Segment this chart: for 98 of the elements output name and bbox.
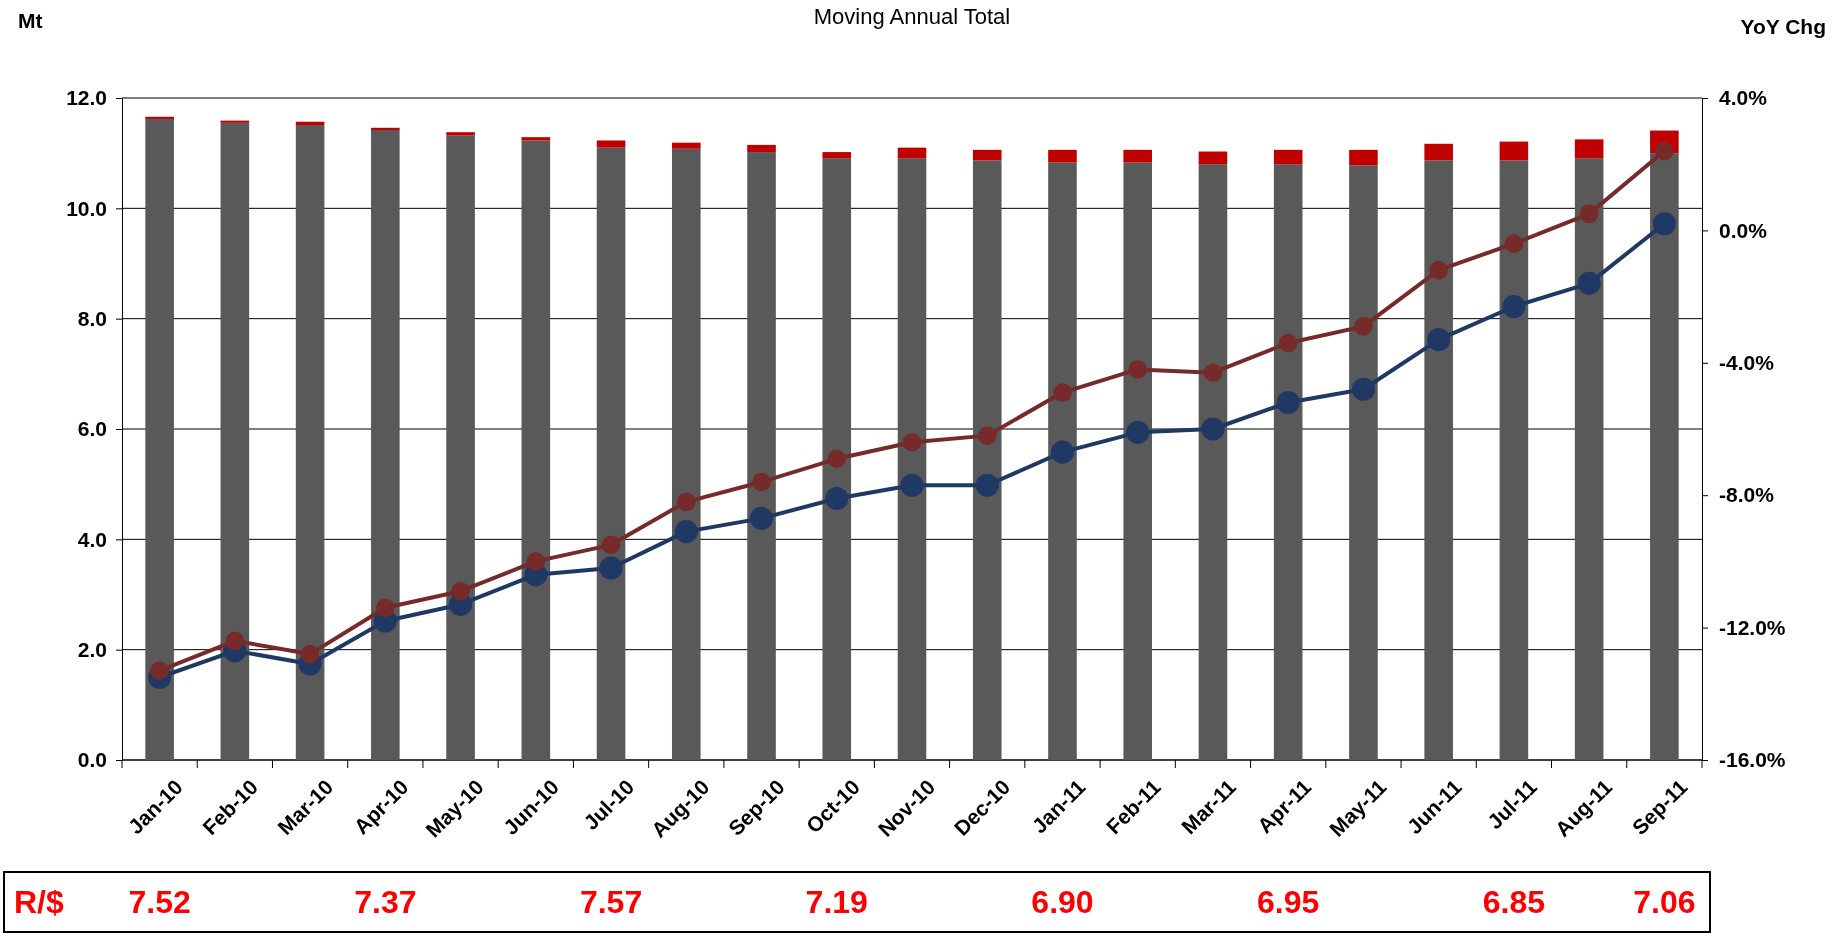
bar xyxy=(371,127,400,130)
bar xyxy=(1273,164,1303,760)
point xyxy=(1429,260,1448,280)
point xyxy=(1502,294,1526,319)
bar xyxy=(972,149,1002,161)
y-tick-label: 2.0 xyxy=(77,637,107,661)
y2-tick-label: 0.0% xyxy=(1719,218,1768,242)
y2-tick-label: -12.0% xyxy=(1719,615,1786,639)
point xyxy=(902,432,922,452)
bar xyxy=(1499,160,1529,760)
bar xyxy=(1650,153,1679,760)
bar xyxy=(1273,149,1303,165)
text: 6.95 xyxy=(1257,884,1320,921)
text: 7.06 xyxy=(1633,884,1696,921)
text: 7.37 xyxy=(354,884,417,921)
bar xyxy=(371,130,400,760)
point xyxy=(1427,328,1451,352)
point xyxy=(1577,271,1601,295)
point xyxy=(1050,440,1075,464)
point xyxy=(599,556,623,580)
bar xyxy=(1424,160,1453,760)
point xyxy=(1203,363,1223,382)
point xyxy=(1579,204,1599,224)
bar xyxy=(1574,158,1604,760)
y-tick-label: 4.0 xyxy=(77,527,107,551)
point xyxy=(1128,360,1147,379)
bar xyxy=(1048,149,1077,163)
point xyxy=(749,506,774,530)
bar xyxy=(220,122,250,760)
bar xyxy=(747,152,776,760)
y-tick-label: 12.0 xyxy=(66,86,107,110)
bar xyxy=(671,142,701,149)
point xyxy=(1351,377,1375,401)
bar xyxy=(1499,141,1529,161)
bar xyxy=(446,135,475,760)
bar xyxy=(897,158,927,760)
point xyxy=(150,661,169,680)
bar xyxy=(1424,143,1453,161)
text: R/$ xyxy=(14,884,64,921)
point xyxy=(674,520,698,544)
y2-axis-title: YoY Chg xyxy=(1740,15,1826,38)
point xyxy=(1201,417,1225,441)
text: 6.90 xyxy=(1031,884,1094,921)
point xyxy=(975,473,999,497)
text: 7.52 xyxy=(128,884,191,921)
bar xyxy=(972,160,1002,760)
y-tick-label: 6.0 xyxy=(77,417,107,441)
bar xyxy=(446,132,475,136)
text: 6.85 xyxy=(1482,884,1546,921)
point xyxy=(1504,234,1524,253)
point xyxy=(1126,420,1150,444)
point xyxy=(1354,317,1373,336)
bar xyxy=(822,152,852,159)
point xyxy=(825,486,849,511)
point xyxy=(1652,212,1676,236)
bar xyxy=(145,118,174,760)
point xyxy=(376,598,395,617)
point xyxy=(526,552,546,571)
bar xyxy=(747,144,776,153)
text: 7.19 xyxy=(805,884,868,921)
bar xyxy=(822,158,852,760)
point xyxy=(300,644,320,664)
point xyxy=(677,492,696,512)
bar xyxy=(1198,164,1228,760)
bar xyxy=(145,116,174,119)
bar xyxy=(596,147,626,760)
bar xyxy=(1574,139,1604,159)
point xyxy=(752,472,771,492)
bar xyxy=(521,140,551,760)
text: 7.57 xyxy=(579,884,643,921)
y2-tick-label: -8.0% xyxy=(1719,483,1775,507)
bar xyxy=(1123,162,1153,760)
y-tick-label: 0.0 xyxy=(77,748,107,772)
chart-title: Moving Annual Total xyxy=(813,4,1011,29)
bar xyxy=(671,148,701,760)
point xyxy=(1276,390,1300,415)
y2-tick-label: -16.0% xyxy=(1719,748,1786,772)
point xyxy=(977,426,997,445)
bar xyxy=(1198,151,1228,165)
y-tick-label: 10.0 xyxy=(66,196,107,220)
point xyxy=(900,473,924,497)
bar xyxy=(1048,162,1077,760)
point xyxy=(1278,333,1298,353)
bar xyxy=(1349,165,1378,760)
bar xyxy=(897,147,927,159)
point xyxy=(451,581,470,601)
y-axis-title: Mt xyxy=(18,9,43,32)
y2-tick-label: 4.0% xyxy=(1719,86,1768,110)
bar xyxy=(596,140,626,148)
bar xyxy=(1123,149,1153,163)
point xyxy=(225,631,245,651)
bar xyxy=(295,125,325,760)
bar xyxy=(1349,149,1378,166)
y2-tick-label: -4.0% xyxy=(1719,351,1775,375)
point xyxy=(827,449,847,469)
point xyxy=(601,535,621,555)
point xyxy=(1053,383,1072,402)
y-tick-label: 8.0 xyxy=(77,306,107,330)
